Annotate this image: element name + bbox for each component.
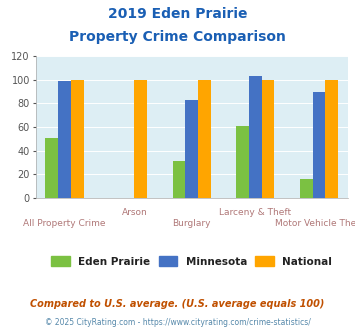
Bar: [313, 92, 325, 198]
Text: Property Crime Comparison: Property Crime Comparison: [69, 30, 286, 44]
Bar: [173, 161, 185, 198]
Bar: [45, 138, 58, 198]
Bar: [262, 80, 274, 198]
Text: Arson: Arson: [121, 208, 147, 217]
Legend: Eden Prairie, Minnesota, National: Eden Prairie, Minnesota, National: [51, 256, 332, 267]
Bar: [236, 126, 249, 198]
Text: All Property Crime: All Property Crime: [23, 219, 106, 228]
Bar: [58, 81, 71, 198]
Text: Burglary: Burglary: [173, 219, 211, 228]
Bar: [135, 80, 147, 198]
Text: Motor Vehicle Theft: Motor Vehicle Theft: [275, 219, 355, 228]
Bar: [300, 179, 313, 198]
Text: © 2025 CityRating.com - https://www.cityrating.com/crime-statistics/: © 2025 CityRating.com - https://www.city…: [45, 318, 310, 327]
Bar: [325, 80, 338, 198]
Text: Compared to U.S. average. (U.S. average equals 100): Compared to U.S. average. (U.S. average …: [30, 299, 325, 309]
Bar: [198, 80, 211, 198]
Text: Larceny & Theft: Larceny & Theft: [219, 208, 291, 217]
Bar: [185, 100, 198, 198]
Bar: [249, 76, 262, 198]
Bar: [71, 80, 83, 198]
Text: 2019 Eden Prairie: 2019 Eden Prairie: [108, 7, 247, 20]
